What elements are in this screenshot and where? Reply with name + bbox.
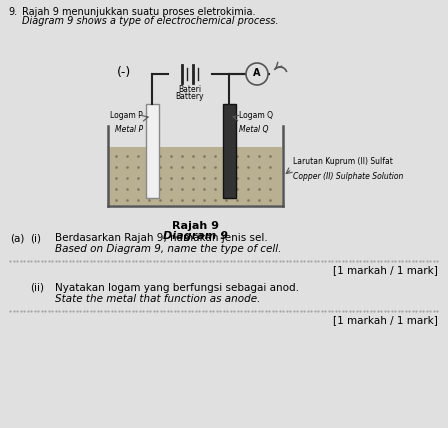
Text: A: A xyxy=(253,68,261,78)
Text: Berdasarkan Rajah 9, namakan jenis sel.: Berdasarkan Rajah 9, namakan jenis sel. xyxy=(55,233,268,243)
Text: State the metal that function as anode.: State the metal that function as anode. xyxy=(55,294,260,304)
Text: 9.: 9. xyxy=(8,7,17,17)
Text: Copper (II) Sulphate Solution: Copper (II) Sulphate Solution xyxy=(293,172,403,181)
Text: Larutan Kuprum (II) Sulfat: Larutan Kuprum (II) Sulfat xyxy=(293,157,393,166)
Text: Bateri: Bateri xyxy=(178,85,202,94)
Text: Diagram 9 shows a type of electrochemical process.: Diagram 9 shows a type of electrochemica… xyxy=(22,16,279,26)
Circle shape xyxy=(246,63,268,85)
Text: Diagram 9: Diagram 9 xyxy=(163,231,228,241)
Text: Rajah 9: Rajah 9 xyxy=(172,221,219,231)
Text: (ii): (ii) xyxy=(30,283,44,293)
Bar xyxy=(109,147,282,205)
Text: Battery: Battery xyxy=(176,92,204,101)
Text: (-): (-) xyxy=(117,65,131,78)
Bar xyxy=(146,104,159,198)
Text: (a): (a) xyxy=(10,233,24,243)
Text: Logam Q: Logam Q xyxy=(239,111,273,120)
Text: Logam P: Logam P xyxy=(110,111,143,120)
Text: Metal P: Metal P xyxy=(115,125,143,134)
Text: Rajah 9 menunjukkan suatu proses eletrokimia.: Rajah 9 menunjukkan suatu proses eletrok… xyxy=(22,7,255,17)
Text: Nyatakan logam yang berfungsi sebagai anod.: Nyatakan logam yang berfungsi sebagai an… xyxy=(55,283,299,293)
Text: [1 markah / 1 mark]: [1 markah / 1 mark] xyxy=(333,315,438,325)
Bar xyxy=(223,104,236,198)
Text: (i): (i) xyxy=(30,233,41,243)
Text: Based on Diagram 9, name the type of cell.: Based on Diagram 9, name the type of cel… xyxy=(55,244,281,254)
Text: [1 markah / 1 mark]: [1 markah / 1 mark] xyxy=(333,265,438,275)
Text: Metal Q: Metal Q xyxy=(239,125,268,134)
